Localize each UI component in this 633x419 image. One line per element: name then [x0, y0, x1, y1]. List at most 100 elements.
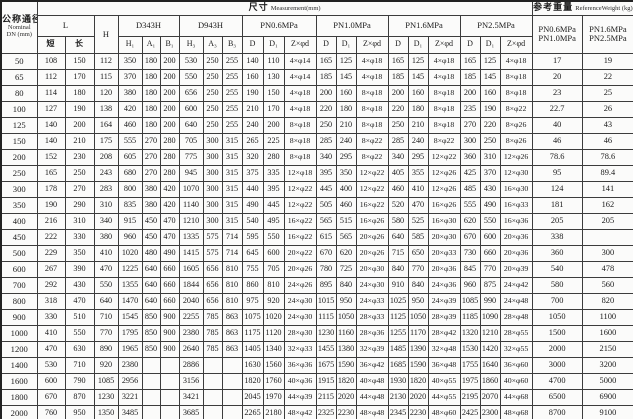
value-cell: 208 [93, 148, 119, 166]
value-cell: 310 [479, 148, 501, 166]
value-cell: 12×φ22 [427, 148, 461, 166]
value-cell: 180 [141, 116, 161, 134]
col-H1: H₁ [117, 35, 143, 54]
value-cell: 1820 [335, 372, 357, 390]
value-cell: 164 [93, 116, 119, 134]
value-cell: 8×φ18 [283, 132, 317, 150]
table-row: 50 108 150 112 350 180 200 530 250 255 140 110 4×φ14… [0, 52, 633, 70]
value-cell: 640 [93, 292, 119, 310]
value-cell: 705 [178, 132, 204, 150]
value-cell: 460 [117, 116, 143, 134]
value-cell: 20×φ26 [283, 260, 317, 278]
value-cell: 595 [241, 228, 264, 246]
value-cell: 315 [221, 164, 243, 182]
value-cell: 800 [117, 180, 143, 198]
weight-cell: 46 [531, 132, 583, 150]
value-cell: 900 [159, 308, 180, 326]
value-cell: 810 [221, 292, 243, 310]
value-cell: 714 [221, 228, 243, 246]
value-cell: 2040 [178, 292, 204, 310]
value-cell: 863 [221, 324, 243, 342]
value-cell: 290 [64, 196, 95, 214]
value-cell: 660 [159, 260, 180, 278]
value-cell: 950 [64, 404, 95, 419]
weight-cell: 46 [581, 132, 633, 150]
value-cell: 300 [202, 212, 223, 230]
value-cell: 255 [221, 100, 243, 118]
value-cell: 28×φ42 [427, 324, 461, 342]
value-cell: 620 [335, 244, 357, 262]
value-cell: 370 [479, 164, 501, 182]
value-cell: 240 [407, 132, 429, 150]
value-cell: 36×φ36 [283, 356, 317, 374]
value-cell: 1120 [262, 324, 285, 342]
value-cell: 270 [141, 132, 161, 150]
value-cell: 430 [479, 180, 501, 198]
value-cell: 12×φ26 [427, 180, 461, 198]
dn-cell: 150 [0, 132, 38, 150]
value-cell: 24×φ48 [499, 292, 533, 310]
table-row: 1000 410 550 770 1795 850 900 2380 785 863 1175 112… [0, 324, 633, 342]
size-title-cn: 尺寸 [248, 3, 269, 14]
value-cell: 200 [315, 84, 337, 102]
value-cell: 12×φ22 [283, 196, 317, 214]
value-cell: 845 [459, 260, 481, 278]
value-cell: 615 [315, 228, 337, 246]
value-cell: 2640 [178, 340, 204, 358]
value-cell: 1630 [241, 356, 264, 374]
value-cell: 280 [159, 148, 180, 166]
value-cell: 770 [479, 260, 501, 278]
value-cell: 835 [117, 196, 143, 214]
weight-cell: 360 [531, 244, 583, 262]
value-cell: 490 [241, 196, 264, 214]
weight-cell: 40 [531, 116, 583, 134]
value-cell: 250 [64, 164, 95, 182]
value-cell: 2300 [479, 404, 501, 419]
dn-cell: 250 [0, 164, 38, 182]
value-cell: 640 [141, 292, 161, 310]
value-cell: 445 [315, 180, 337, 198]
value-cell: 4×φ14 [283, 52, 317, 70]
value-cell: 1320 [459, 324, 481, 342]
value-cell: 2180 [262, 404, 285, 419]
value-cell: 450 [141, 228, 161, 246]
value-cell: 318 [36, 292, 66, 310]
value-cell [141, 404, 161, 419]
value-cell: 12×φ26 [499, 148, 533, 166]
value-cell [159, 356, 180, 374]
value-cell: 350 [64, 244, 95, 262]
value-cell: 915 [117, 212, 143, 230]
value-cell: 160 [479, 84, 501, 102]
value-cell: 267 [36, 260, 66, 278]
value-cell: 900 [159, 340, 180, 358]
value-cell: 1605 [178, 260, 204, 278]
value-cell: 250 [479, 132, 501, 150]
value-cell: 895 [315, 276, 337, 294]
value-cell: 16×φ22 [283, 228, 317, 246]
value-cell: 1020 [117, 244, 143, 262]
value-cell: 390 [64, 260, 95, 278]
col-pn25-D1: D₁ [479, 35, 501, 54]
value-cell: 125 [407, 52, 429, 70]
value-cell: 755 [241, 260, 264, 278]
col-pn25-D: D [459, 35, 481, 54]
col-group-PN06: PN0.6MPa [241, 14, 317, 37]
col-pn10-Zfd: Z×φd [355, 35, 389, 54]
value-cell: 1380 [335, 340, 357, 358]
value-cell: 640 [141, 276, 161, 294]
value-cell: 2230 [335, 404, 357, 419]
value-cell: 600 [178, 100, 204, 118]
col-pn06-Zfd: Z×φd [283, 35, 317, 54]
value-cell: 810 [262, 276, 285, 294]
value-cell: 3421 [178, 388, 204, 406]
weight-section-header: 参考重量 ReferenceWeight (kg) [531, 0, 633, 16]
weight-col2-bottom: PN2.5MPa [589, 33, 627, 43]
value-cell: 920 [262, 292, 285, 310]
weight-col1-top: PN0.6MPa [538, 24, 576, 35]
value-cell: 1015 [315, 292, 337, 310]
value-cell: 130 [262, 68, 285, 86]
value-cell: 340 [93, 212, 119, 230]
value-cell: 180 [141, 84, 161, 102]
value-cell: 2956 [117, 372, 143, 390]
value-cell: 12×φ22 [355, 164, 389, 182]
